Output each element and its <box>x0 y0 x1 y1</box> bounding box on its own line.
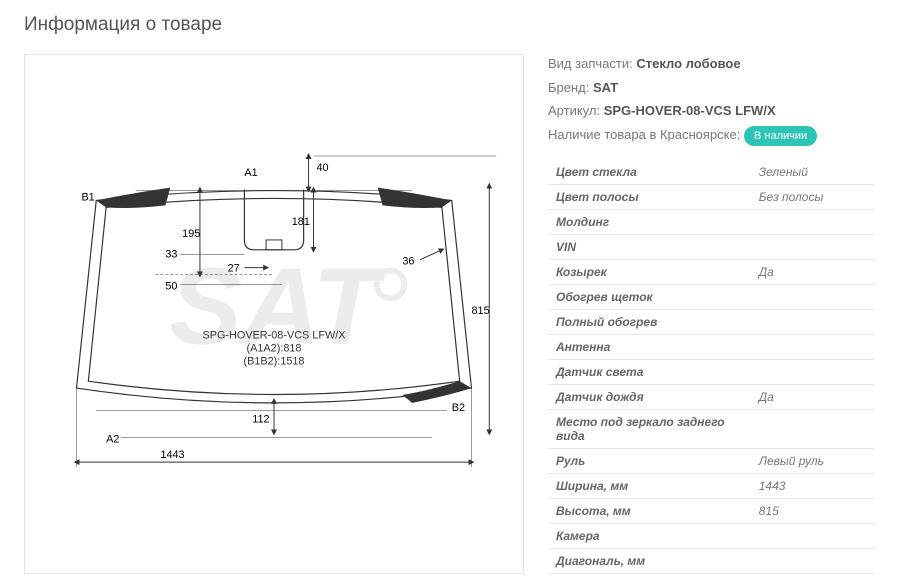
spec-label: Антенна <box>548 335 751 360</box>
spec-value <box>751 360 875 385</box>
dim-a1: A1 <box>244 167 257 179</box>
part-type-label: Вид запчасти: <box>548 56 633 71</box>
dim-50: 50 <box>165 280 177 292</box>
spec-label: Высота, мм <box>548 499 751 524</box>
availability-label: Наличие товара в Красноярске: <box>548 127 740 142</box>
spec-row: Полный обогрев <box>548 310 875 335</box>
spec-row: VIN <box>548 235 875 260</box>
dim-112: 112 <box>252 414 269 426</box>
spec-label: Датчик дождя <box>548 385 751 410</box>
diagram-label-1: SPG-HOVER-08-VCS LFW/X <box>202 330 346 342</box>
spec-value <box>751 210 875 235</box>
spec-row: Датчик дождяДа <box>548 385 875 410</box>
brand-line: Бренд: SAT <box>548 78 875 98</box>
part-type-line: Вид запчасти: Стекло лобовое <box>548 54 875 74</box>
spec-label: Камера <box>548 524 751 549</box>
brand-value: SAT <box>593 80 618 95</box>
dim-b2: B2 <box>452 402 465 414</box>
spec-value: 1443 <box>751 474 875 499</box>
dim-40: 40 <box>316 162 328 174</box>
spec-label: Датчик света <box>548 360 751 385</box>
spec-value <box>751 524 875 549</box>
spec-row: РульЛевый руль <box>548 449 875 474</box>
dim-181: 181 <box>292 216 310 228</box>
spec-row: Цвет стеклаЗеленый <box>548 160 875 185</box>
spec-value <box>751 549 875 574</box>
spec-label: Руль <box>548 449 751 474</box>
spec-label: Полный обогрев <box>548 310 751 335</box>
spec-value <box>751 235 875 260</box>
spec-value: Зеленый <box>751 160 875 185</box>
spec-label: Место под зеркало заднего вида <box>548 410 751 449</box>
spec-row: КозырекДа <box>548 260 875 285</box>
spec-row: Датчик света <box>548 360 875 385</box>
spec-label: VIN <box>548 235 751 260</box>
spec-label: Цвет стекла <box>548 160 751 185</box>
spec-row: Диагональ, мм <box>548 549 875 574</box>
article-line: Артикул: SPG-HOVER-08-VCS LFW/X <box>548 101 875 121</box>
spec-label: Цвет полосы <box>548 185 751 210</box>
availability-line: Наличие товара в Красноярске: В наличии <box>548 125 875 147</box>
spec-row: Ширина, мм1443 <box>548 474 875 499</box>
page-title: Информация о товаре <box>24 14 875 36</box>
spec-label: Диагональ, мм <box>548 549 751 574</box>
diagram-label-2: (A1A2):818 <box>247 343 302 355</box>
windshield-diagram: SAT <box>37 144 511 484</box>
article-value: SPG-HOVER-08-VCS LFW/X <box>604 103 776 118</box>
spec-row: Обогрев щеток <box>548 285 875 310</box>
spec-label: Ширина, мм <box>548 474 751 499</box>
spec-label: Обогрев щеток <box>548 285 751 310</box>
spec-value <box>751 285 875 310</box>
spec-value: Без полосы <box>751 185 875 210</box>
part-type-value: Стекло лобовое <box>636 56 740 71</box>
spec-value <box>751 335 875 360</box>
spec-value: Левый руль <box>751 449 875 474</box>
spec-value: Да <box>751 260 875 285</box>
diagram-label-3: (B1B2):1518 <box>244 355 305 367</box>
product-diagram-panel: SAT <box>24 54 524 574</box>
dim-a2: A2 <box>106 433 119 445</box>
spec-value: 815 <box>751 499 875 524</box>
spec-row: Камера <box>548 524 875 549</box>
spec-value <box>751 310 875 335</box>
dim-33: 33 <box>165 249 177 261</box>
spec-label: Молдинг <box>548 210 751 235</box>
dim-195: 195 <box>182 228 200 240</box>
spec-row: Место под зеркало заднего вида <box>548 410 875 449</box>
spec-value: Да <box>751 385 875 410</box>
spec-row: Молдинг <box>548 210 875 235</box>
spec-value <box>751 410 875 449</box>
article-label: Артикул: <box>548 103 600 118</box>
spec-label: Козырек <box>548 260 751 285</box>
brand-label: Бренд: <box>548 80 589 95</box>
spec-row: Высота, мм815 <box>548 499 875 524</box>
availability-badge: В наличии <box>744 126 817 147</box>
dim-36: 36 <box>402 256 414 268</box>
spec-row: Антенна <box>548 335 875 360</box>
spec-table: Цвет стеклаЗеленыйЦвет полосыБез полосыМ… <box>548 160 875 574</box>
spec-row: Цвет полосыБез полосы <box>548 185 875 210</box>
dim-815: 815 <box>472 305 490 317</box>
product-info-panel: Вид запчасти: Стекло лобовое Бренд: SAT … <box>548 54 875 574</box>
dim-b1: B1 <box>81 191 94 203</box>
dim-27: 27 <box>228 263 240 275</box>
dim-1443: 1443 <box>160 449 184 461</box>
